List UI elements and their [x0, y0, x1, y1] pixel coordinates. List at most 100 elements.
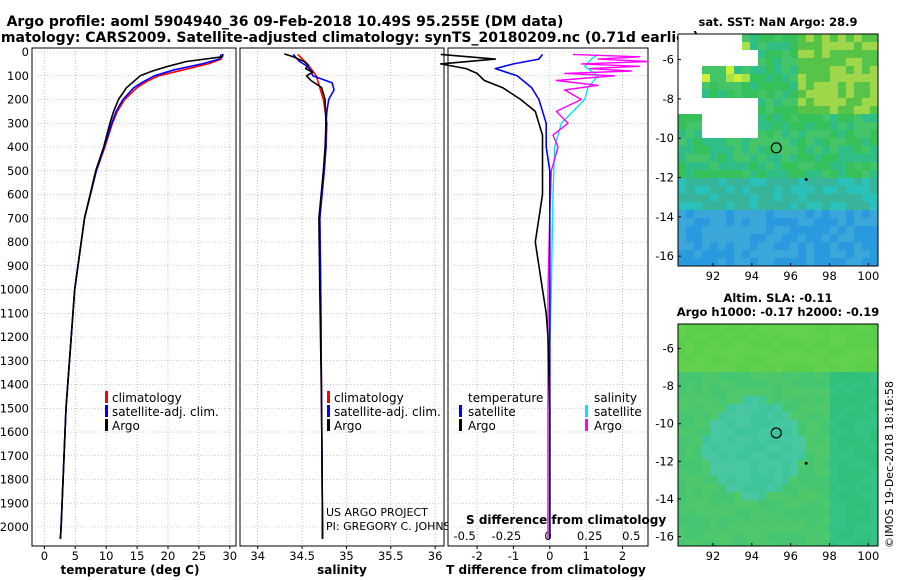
- x-tick-label: 35.5: [378, 549, 404, 563]
- map-cell: [766, 218, 774, 226]
- map-cell: [686, 476, 694, 484]
- map-cell: [846, 186, 854, 194]
- map-cell: [710, 130, 718, 138]
- map-cell: [822, 364, 830, 372]
- map-cell: [686, 420, 694, 428]
- map-cell: [702, 436, 710, 444]
- map-cell: [694, 516, 702, 524]
- map-cell: [822, 412, 830, 420]
- map-cell: [694, 396, 702, 404]
- map-cell: [814, 226, 822, 234]
- map-cell: [806, 524, 814, 532]
- map-cell: [846, 428, 854, 436]
- nearby-position-marker: [804, 177, 808, 181]
- map-cell: [694, 210, 702, 218]
- x-tick-label: 30: [222, 549, 237, 563]
- map-cell: [766, 356, 774, 364]
- map-cell: [742, 516, 750, 524]
- map-cell: [854, 420, 862, 428]
- map-cell: [790, 178, 798, 186]
- map-cell: [758, 380, 766, 388]
- map-cell: [686, 452, 694, 460]
- map-cell: [678, 130, 686, 138]
- map-cell: [822, 428, 830, 436]
- map-cell: [726, 58, 734, 66]
- x-tick-label: -1: [508, 549, 519, 563]
- map-cell: [734, 388, 742, 396]
- map-cell: [838, 90, 846, 98]
- map-cell: [734, 202, 742, 210]
- map-cell: [854, 210, 862, 218]
- map-cell: [686, 106, 694, 114]
- map-cell: [870, 122, 878, 130]
- map-cell: [758, 532, 766, 540]
- map-cell: [806, 130, 814, 138]
- map-cell: [782, 226, 790, 234]
- map-cell: [830, 42, 838, 50]
- map-cell: [734, 42, 742, 50]
- map-cell: [814, 420, 822, 428]
- salinity-axis-ticks: 34 34.5 35 35.5 36: [250, 546, 442, 563]
- map-cell: [814, 74, 822, 82]
- map-cell: [750, 468, 758, 476]
- map-cell: [862, 210, 870, 218]
- map-cell: [814, 444, 822, 452]
- map-cell: [782, 210, 790, 218]
- map-cell: [806, 500, 814, 508]
- depth-tick-label: 400: [7, 140, 29, 154]
- map-cell: [830, 178, 838, 186]
- map-cell: [718, 170, 726, 178]
- map-cell: [846, 114, 854, 122]
- map-cell: [798, 508, 806, 516]
- map-cell: [710, 226, 718, 234]
- map-cell: [870, 348, 878, 356]
- map-cell: [846, 162, 854, 170]
- map-cell: [726, 226, 734, 234]
- map-cell: [694, 202, 702, 210]
- map-cell: [814, 540, 822, 546]
- map-cell: [694, 380, 702, 388]
- map-cell: [870, 468, 878, 476]
- map-cell: [798, 436, 806, 444]
- map-cell: [702, 396, 710, 404]
- map-cell: [870, 34, 878, 42]
- map-cell: [758, 508, 766, 516]
- map-cell: [726, 516, 734, 524]
- map-cell: [694, 218, 702, 226]
- map-cell: [838, 348, 846, 356]
- map-cell: [766, 452, 774, 460]
- map-cell: [830, 122, 838, 130]
- map-cell: [734, 428, 742, 436]
- map-cell: [822, 170, 830, 178]
- map-cell: [710, 460, 718, 468]
- map-cell: [822, 396, 830, 404]
- sst-map-title: sat. SST: NaN Argo: 28.9: [698, 15, 857, 29]
- map-cell: [790, 170, 798, 178]
- map-cell: [702, 90, 710, 98]
- map-cell: [734, 58, 742, 66]
- map-cell: [814, 202, 822, 210]
- map-cell: [710, 532, 718, 540]
- map-cell: [798, 154, 806, 162]
- map-cell: [790, 66, 798, 74]
- map-cell: [718, 98, 726, 106]
- sst-map: sat. SST: NaN Argo: 28.9 92 94 96 98 100-6-8…: [655, 15, 879, 283]
- map-cell: [782, 540, 790, 546]
- map-cell: [758, 372, 766, 380]
- map-cell: [742, 444, 750, 452]
- map-cell: [742, 114, 750, 122]
- map-cell: [790, 436, 798, 444]
- map-cell: [822, 348, 830, 356]
- map-cell: [766, 138, 774, 146]
- map-cell: [694, 348, 702, 356]
- map-cell: [822, 226, 830, 234]
- map-cell: [710, 356, 718, 364]
- map-cell: [710, 428, 718, 436]
- map-cell: [758, 178, 766, 186]
- map-cell: [782, 154, 790, 162]
- map-cell: [814, 42, 822, 50]
- map-cell: [742, 82, 750, 90]
- map-cell: [718, 412, 726, 420]
- map-cell: [718, 218, 726, 226]
- map-cell: [774, 436, 782, 444]
